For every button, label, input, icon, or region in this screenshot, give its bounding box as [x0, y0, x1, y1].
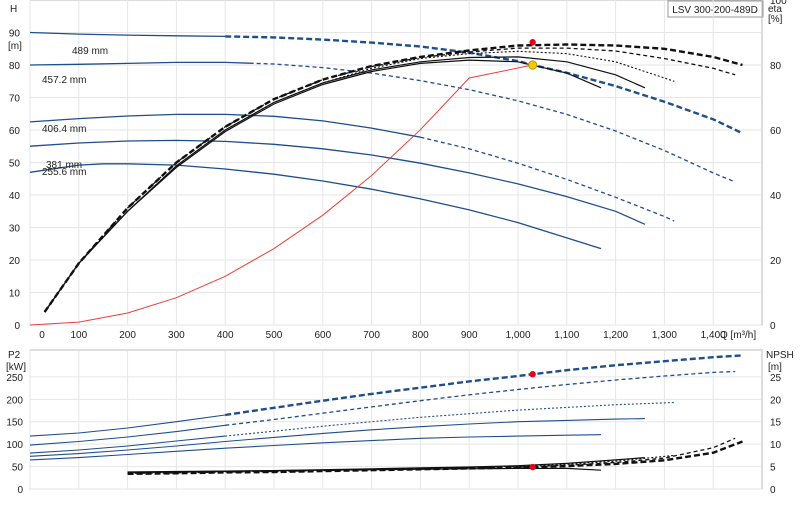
bottom-y-tick-label: 250: [6, 373, 23, 384]
bottom-y2-tick-label: 5: [770, 463, 776, 474]
bottom-y-tick-label: 100: [6, 440, 23, 451]
x-tick-label: 1,200: [603, 330, 628, 341]
x-tick-label: 900: [461, 330, 478, 341]
top-y-label: H: [10, 4, 17, 15]
system-curve: [29, 64, 533, 326]
top-y-tick-label: 20: [9, 256, 21, 267]
head-curve-solid: [29, 139, 646, 225]
x-tick-label: 1,100: [554, 330, 579, 341]
x-tick-label: 700: [363, 330, 380, 341]
bottom-y2-tick-label: 0: [770, 485, 776, 496]
efficiency-curve: [44, 59, 602, 313]
bottom-y2-unit: [m]: [768, 362, 782, 373]
top-y2-label: eta: [768, 4, 782, 15]
head-curve-label: 406.4 mm: [42, 124, 86, 135]
top-y-tick-label: 70: [9, 94, 21, 105]
npsh-curve: [127, 457, 645, 473]
x-tick-label: 0: [39, 330, 45, 341]
model-title: LSV 300-200-489D: [672, 5, 758, 16]
head-curve-extension: [420, 136, 675, 222]
top-y2-unit: [%]: [768, 14, 783, 25]
x-tick-label: 1,300: [652, 330, 677, 341]
top-y-tick-label: 10: [9, 289, 21, 300]
efficiency-curve: [44, 47, 736, 313]
head-curve-label: 381 mm: [46, 160, 82, 171]
curve-layer: [29, 31, 744, 475]
head-curve-extension: [249, 62, 736, 183]
power-curve-solid: [29, 414, 226, 437]
head-curve-label: 489 mm: [72, 46, 108, 57]
top-y2-tick-label: 60: [770, 126, 782, 137]
power-duty-point: [529, 371, 536, 378]
top-y-tick-label: 40: [9, 191, 21, 202]
bottom-y-label: P2: [8, 350, 21, 361]
top-y2-tick-label: 20: [770, 256, 782, 267]
x-tick-label: 300: [168, 330, 185, 341]
bottom-y-tick-label: 0: [17, 485, 23, 496]
x-axis-label: Q [m³/h]: [720, 330, 756, 341]
head-curve-solid: [29, 163, 602, 250]
top-y-tick-label: 30: [9, 224, 21, 235]
bottom-y-tick-label: 50: [12, 463, 24, 474]
npsh-duty-point: [529, 463, 536, 471]
model-title-box: LSV 300-200-489D: [667, 0, 764, 18]
efficiency-duty-point: [529, 39, 536, 46]
x-tick-label: 1,000: [505, 330, 530, 341]
x-tick-label: 800: [412, 330, 429, 341]
efficiency-curve: [44, 50, 675, 313]
x-tick-label: 400: [217, 330, 234, 341]
grid-layer: [29, 0, 763, 490]
x-tick-label: 1,400: [701, 330, 726, 341]
power-curve-solid: [29, 435, 226, 454]
x-tick-label: 600: [314, 330, 331, 341]
bottom-y2-tick-label: 25: [770, 373, 782, 384]
power-curve-extension: [225, 354, 743, 417]
bottom-y-unit: [kW]: [6, 362, 26, 373]
power-curve: [29, 418, 645, 457]
top-y2-tick-label: 80: [770, 61, 782, 72]
bottom-y2-tick-label: 10: [770, 440, 782, 451]
top-y-tick-label: 50: [9, 159, 21, 170]
bottom-y2-label: NPSH: [766, 350, 794, 361]
head-curve-solid: [29, 113, 421, 138]
top-y-tick-label: 0: [14, 321, 20, 332]
head-curve-label: 457.2 mm: [42, 75, 86, 86]
bottom-y-tick-label: 150: [6, 418, 23, 429]
top-y-unit: [m]: [8, 41, 22, 52]
top-y2-tick-label: 0: [770, 321, 776, 332]
head-curve-solid: [29, 31, 226, 38]
tick-label-layer: 0 100 200 300 400 500 600 700 800 900 1,000 1,100 1,…: [6, 0, 787, 496]
head-curve-solid: [29, 61, 250, 66]
x-tick-label: 100: [70, 330, 87, 341]
power-curve: [29, 434, 602, 461]
bottom-y2-tick-label: 15: [770, 418, 782, 429]
bottom-y2-tick-label: 20: [770, 395, 782, 406]
power-curve-solid: [29, 424, 226, 446]
head-curve-label: 255.6 mm: [42, 167, 86, 178]
top-y-tick-label: 60: [9, 126, 21, 137]
x-tick-label: 200: [119, 330, 136, 341]
duty-point-layer: [528, 39, 538, 471]
bottom-y-tick-label: 200: [6, 395, 23, 406]
head-duty-point: [528, 60, 538, 70]
power-curve-extension: [225, 401, 675, 437]
top-y2-tick-label: 100: [770, 0, 787, 7]
power-curve-extension: [225, 370, 736, 426]
top-y2-tick-label: 40: [770, 191, 782, 202]
top-y-tick-label: 80: [9, 61, 21, 72]
x-tick-label: 500: [266, 330, 283, 341]
head-curve-extension: [225, 35, 744, 135]
top-y-tick-label: 90: [9, 29, 21, 40]
